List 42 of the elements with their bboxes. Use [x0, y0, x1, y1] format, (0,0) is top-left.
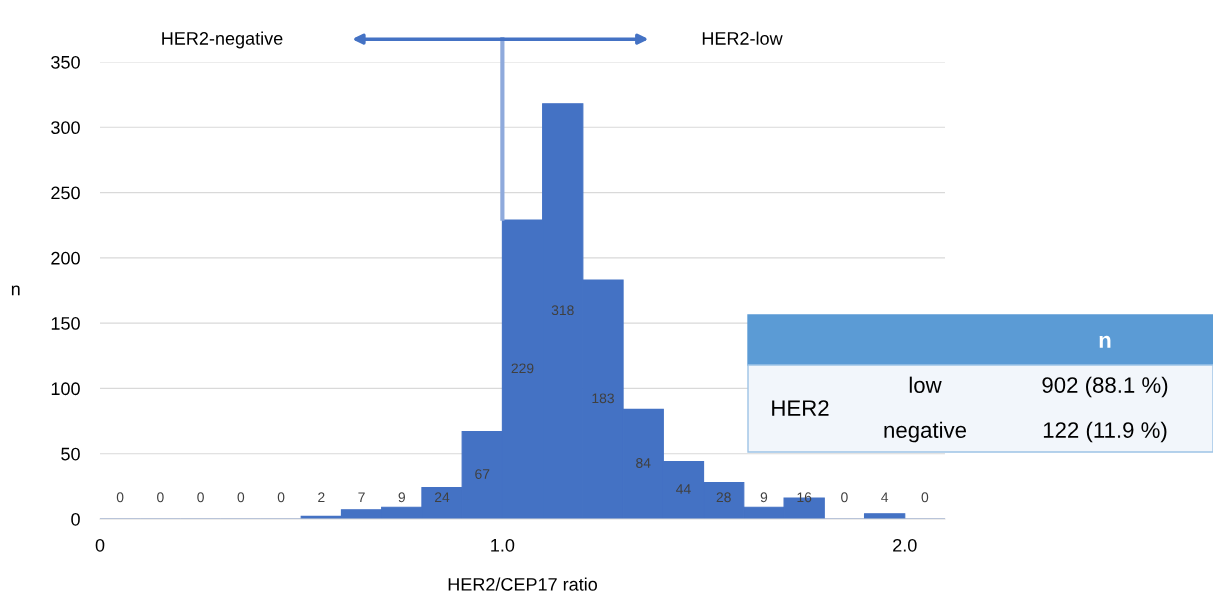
data-label: 0 [921, 492, 929, 503]
data-label: 183 [592, 393, 614, 404]
data-label: 9 [760, 492, 768, 503]
annotation: HER2 [772, 400, 829, 416]
data-label: 16 [797, 492, 812, 503]
data-label: 28 [716, 492, 731, 503]
data-label: 0 [116, 492, 124, 503]
data-label: 44 [676, 484, 691, 494]
x-tick-label: 1.0 [491, 538, 515, 552]
text: HER2-low [702, 31, 783, 45]
text: 122 (11.9 %) [1043, 421, 1167, 443]
y-tick-label: 100 [51, 382, 80, 396]
data-label: 4 [881, 492, 889, 503]
data-label: 0 [277, 492, 285, 503]
y-tick-label: 200 [51, 251, 80, 265]
x-tick-label: 0 [95, 538, 105, 552]
data-label: 2 [318, 492, 325, 503]
y-tick-label: 50 [61, 447, 80, 461]
text: n [1099, 335, 1111, 348]
data-label: 84 [636, 458, 651, 468]
x-axis-title: HER2/CEP17 ratio [448, 577, 598, 591]
y-tick-label: 350 [51, 55, 80, 69]
data-label: 0 [197, 492, 204, 503]
data-label: 24 [435, 492, 450, 503]
data-label: 9 [398, 492, 405, 503]
y-tick-label: 300 [51, 121, 80, 135]
text: 902 (88.1 %) [1042, 376, 1168, 398]
data-label: 7 [358, 492, 365, 503]
data-label: 318 [551, 305, 574, 316]
annotation: negative [884, 421, 967, 443]
data-label: 67 [475, 469, 490, 479]
y-tick-label: 250 [51, 186, 80, 200]
data-label: 0 [841, 492, 848, 503]
data-label: 0 [157, 492, 164, 503]
data-label: 0 [237, 492, 245, 503]
x-tick-label: 2.0 [893, 538, 917, 552]
y-axis-title: n [11, 285, 20, 296]
text: HER2-negative [162, 31, 283, 49]
annotation: low [909, 376, 942, 393]
y-tick-label: 150 [51, 317, 80, 330]
y-tick-label: 0 [71, 512, 80, 526]
data-label: 229 [511, 363, 534, 374]
